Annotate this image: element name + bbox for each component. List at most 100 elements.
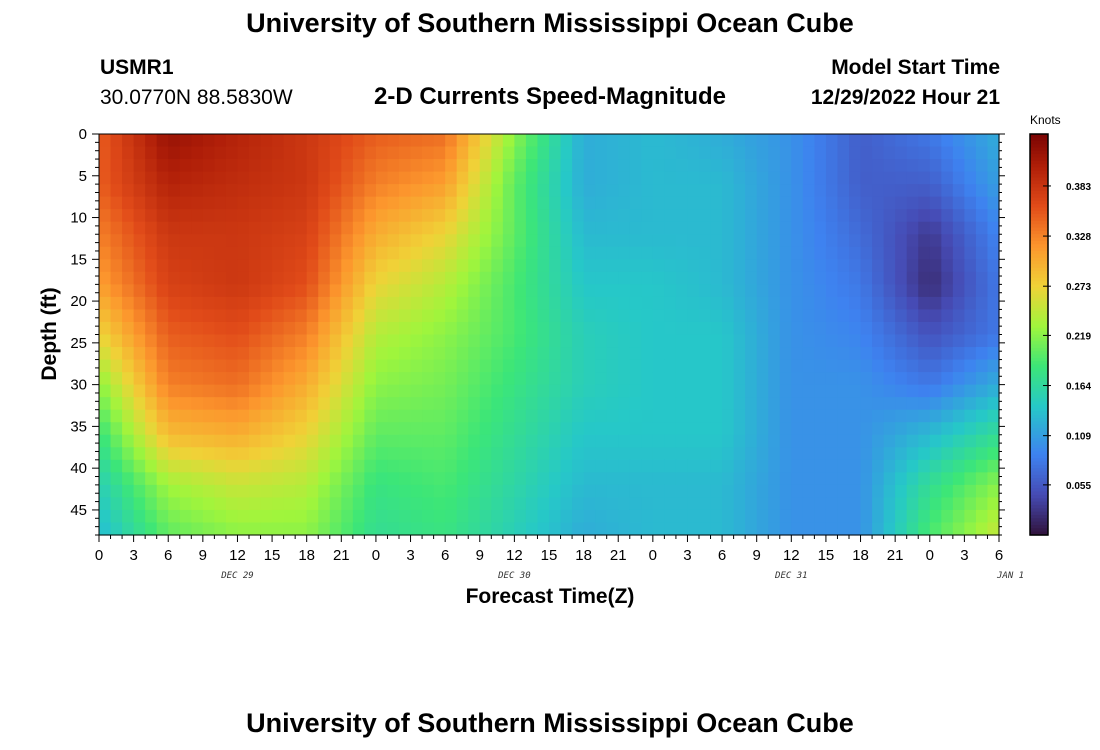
heatmap-cell [145,296,158,311]
heatmap-cell [179,447,192,461]
heatmap-cell [929,347,942,361]
heatmap-cell [906,159,919,173]
heatmap-cell [618,134,631,148]
heatmap-cell [110,246,123,260]
heatmap-cell [768,522,781,536]
heatmap-cell [745,234,758,248]
heatmap-cell [895,196,908,210]
heatmap-cell [572,459,585,473]
heatmap-cell [387,334,400,348]
heatmap-cell [595,221,608,235]
heatmap-cell [295,397,308,411]
heatmap-cell [768,397,781,411]
heatmap-cell [145,271,158,285]
heatmap-cell [629,296,642,311]
heatmap-cell [352,134,365,148]
heatmap-cell [456,209,469,223]
heatmap-cell [952,321,965,336]
heatmap-cell [710,347,723,361]
heatmap-cell [814,459,827,473]
heatmap-cell [399,309,412,323]
heatmap-cell [110,397,123,411]
heatmap-cell [110,221,123,235]
heatmap-cell [964,472,977,486]
heatmap-cell [306,221,319,235]
heatmap-cell [456,296,469,311]
heatmap-cell [560,384,573,398]
heatmap-cell [952,434,965,448]
heatmap-cell [595,246,608,260]
heatmap-cell [802,284,815,298]
heatmap-cell [791,497,804,511]
heatmap-cell [560,334,573,348]
heatmap-cell [825,259,839,273]
heatmap-cell [595,459,608,473]
heatmap-cell [768,159,781,173]
heatmap-cell [699,422,712,436]
heatmap-cell [929,434,942,448]
heatmap-cell [929,497,942,511]
heatmap-cell [295,284,308,298]
heatmap-cell [664,196,677,210]
heatmap-cell [572,472,585,486]
heatmap-cell [295,509,308,524]
heatmap-cell [514,447,527,461]
heatmap-cell [399,209,412,223]
heatmap-cell [110,334,123,348]
heatmap-cell [849,522,862,536]
heatmap-cell [837,134,850,148]
heatmap-cell [814,397,827,411]
heatmap-cell [514,284,527,298]
heatmap-cell [145,434,158,448]
heatmap-cell [433,196,446,210]
heatmap-cell [145,184,158,198]
heatmap-cell [952,372,965,386]
heatmap-cell [468,359,481,373]
heatmap-cell [618,171,631,185]
heatmap-cell [260,434,273,448]
heatmap-cell [549,497,562,511]
heatmap-cell [675,397,689,411]
heatmap-cell [756,509,769,524]
heatmap-cell [745,497,758,511]
heatmap-cell [791,234,804,248]
heatmap-cell [837,246,850,260]
heatmap-cell [306,522,319,536]
heatmap-cell [156,447,169,461]
heatmap-cell [975,372,989,386]
heatmap-cell [433,384,446,398]
heatmap-cell [156,409,169,423]
heatmap-cell [883,159,896,173]
heatmap-cell [525,459,539,473]
heatmap-cell [618,347,631,361]
heatmap-cell [652,234,665,248]
heatmap-cell [341,447,354,461]
heatmap-cell [168,522,181,536]
heatmap-cell [145,384,158,398]
heatmap-cell [952,359,965,373]
heatmap-cell [929,271,942,285]
heatmap-cell [502,159,515,173]
heatmap-cell [802,321,815,336]
heatmap-cell [168,196,181,210]
heatmap-cell [837,384,850,398]
heatmap-cell [918,184,931,198]
heatmap-cell [745,159,758,173]
heatmap-cell [583,472,596,486]
heatmap-cell [825,434,839,448]
heatmap-cell [214,497,227,511]
heatmap-cell [756,246,769,260]
heatmap-cell [225,246,239,260]
heatmap-cell [237,397,250,411]
heatmap-cell [687,447,700,461]
heatmap-cell [975,146,989,160]
heatmap-cell [133,384,146,398]
heatmap-cell [987,434,1000,448]
heatmap-cell [860,134,873,148]
heatmap-cell [295,472,308,486]
heatmap-cell [352,447,365,461]
heatmap-cell [606,409,619,423]
heatmap-cell [341,296,354,311]
heatmap-cell [237,309,250,323]
heatmap-cell [802,497,815,511]
